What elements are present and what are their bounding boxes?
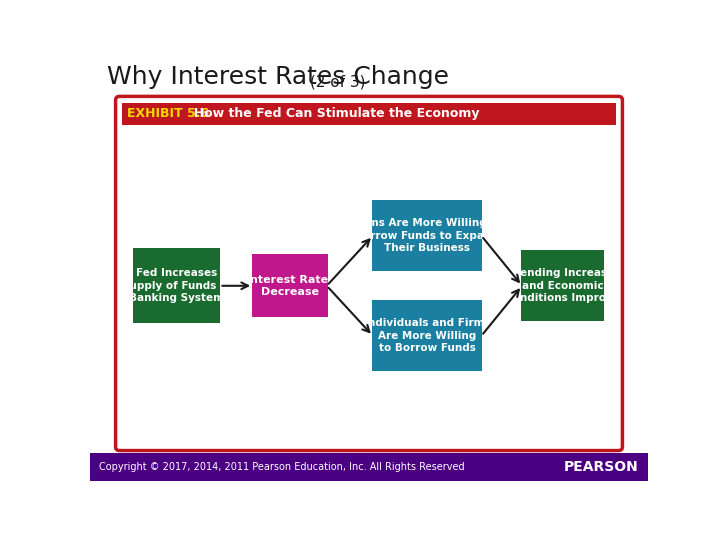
FancyBboxPatch shape bbox=[90, 453, 648, 481]
FancyBboxPatch shape bbox=[372, 200, 482, 271]
Text: PEARSON: PEARSON bbox=[564, 460, 639, 474]
FancyBboxPatch shape bbox=[116, 96, 622, 450]
Text: Fed Increases
Supply of Funds in
Banking System: Fed Increases Supply of Funds in Banking… bbox=[122, 268, 231, 303]
Text: Interest Rates
Decrease: Interest Rates Decrease bbox=[246, 275, 334, 297]
Text: (2 of 3): (2 of 3) bbox=[305, 75, 366, 90]
FancyBboxPatch shape bbox=[122, 103, 616, 125]
Text: How the Fed Can Stimulate the Economy: How the Fed Can Stimulate the Economy bbox=[185, 107, 480, 120]
Text: Why Interest Rates Change: Why Interest Rates Change bbox=[107, 65, 449, 90]
Text: Spending Increases
and Economic
Conditions Improve: Spending Increases and Economic Conditio… bbox=[505, 268, 621, 303]
FancyBboxPatch shape bbox=[372, 300, 482, 372]
Text: EXHIBIT 5.6: EXHIBIT 5.6 bbox=[127, 107, 210, 120]
FancyBboxPatch shape bbox=[133, 248, 220, 323]
FancyBboxPatch shape bbox=[521, 251, 604, 321]
Text: Copyright © 2017, 2014, 2011 Pearson Education, Inc. All Rights Reserved: Copyright © 2017, 2014, 2011 Pearson Edu… bbox=[99, 462, 465, 472]
FancyBboxPatch shape bbox=[253, 254, 328, 318]
Text: Individuals and Firms
Are More Willing
to Borrow Funds: Individuals and Firms Are More Willing t… bbox=[364, 319, 490, 353]
Text: Firms Are More Willing to
Borrow Funds to Expand
Their Business: Firms Are More Willing to Borrow Funds t… bbox=[352, 218, 503, 253]
